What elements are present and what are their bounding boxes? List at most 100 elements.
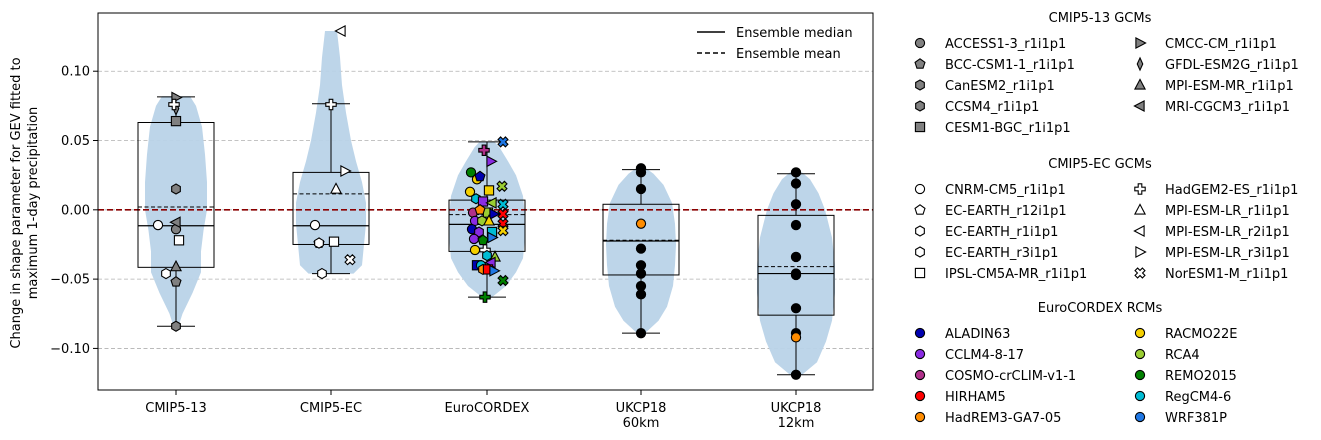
data-point	[496, 180, 508, 192]
legend-item-label: REMO2015	[1165, 369, 1237, 384]
plot-area	[98, 25, 873, 380]
legend-marker	[914, 204, 926, 215]
legend-item-label: BCC-CSM1-1_r1i1p1	[945, 58, 1075, 73]
x-tick-label: CMIP5-13	[145, 401, 206, 416]
legend-item-label: ALADIN63	[945, 327, 1010, 342]
legend-item-label: IPSL-CM5A-MR_r1i1p1	[945, 267, 1087, 282]
data-point	[635, 183, 647, 195]
data-point	[790, 219, 802, 231]
y-tick-label: −0.10	[50, 342, 90, 357]
data-point	[168, 98, 180, 111]
legend-item-label: CNRM-CM5_r1i1p1	[945, 183, 1066, 198]
legend-marker	[914, 369, 926, 381]
data-point	[317, 267, 327, 280]
data-point	[474, 226, 484, 238]
data-point	[790, 199, 802, 210]
data-point	[635, 268, 647, 279]
legend-item-label: EC-EARTH_r1i1p1	[945, 225, 1058, 240]
legend-item-label: GFDL-ESM2G_r1i1p1	[1165, 58, 1299, 73]
legend-marker	[1133, 99, 1145, 113]
legend-marker	[1133, 78, 1147, 90]
data-point	[486, 155, 498, 168]
data-point	[790, 167, 802, 178]
violin	[145, 96, 207, 327]
marker-legend: CMIP5-13 GCMs ACCESS1-3_r1i1p1 BCC-CSM1-1_…	[914, 11, 1299, 426]
x-tick-label: CMIP5-EC	[300, 401, 362, 416]
data-point	[497, 224, 509, 237]
legend-marker	[1136, 56, 1144, 72]
data-point	[169, 259, 183, 272]
legend-marker	[914, 183, 926, 195]
x-tick-label: 12km	[778, 416, 815, 431]
data-point	[334, 25, 346, 38]
legend-section-title: CMIP5-13 GCMs	[1049, 11, 1152, 26]
x-tick-label: 60km	[623, 416, 660, 431]
data-point	[479, 291, 491, 303]
legend-item-label: HadGEM2-ES_r1i1p1	[1165, 183, 1298, 198]
legend-item-label: HadREM3-GA7-05	[945, 411, 1061, 426]
axes: Change in shape parameter for GEV fitted…	[9, 12, 874, 431]
legend-marker	[914, 267, 926, 279]
legend-item-label: EC-EARTH_r3i1p1	[945, 246, 1058, 261]
legend-marker	[914, 348, 926, 360]
legend-item-label: CMCC-CM_r1i1p1	[1165, 37, 1277, 52]
legend-item-label: WRF381P	[1165, 411, 1227, 426]
legend-marker	[914, 121, 926, 133]
y-tick-label: 0.10	[61, 65, 90, 80]
data-point	[635, 218, 647, 229]
legend-item-label: MPI-ESM-LR_r2i1p1	[1165, 225, 1290, 240]
data-point	[340, 164, 352, 178]
y-tick-label: 0.00	[61, 203, 90, 218]
legend-median-label: Ensemble median	[736, 26, 853, 41]
legend-item-label: COSMO-crCLIM-v1-1	[945, 369, 1076, 384]
legend-marker	[914, 411, 926, 423]
x-tick-label: UKCP18	[771, 401, 822, 416]
data-point	[477, 196, 489, 207]
legend-item-label: RACMO22E	[1165, 327, 1237, 342]
data-point	[482, 214, 496, 226]
legend-item-label: MPI-ESM-LR_r3i1p1	[1165, 246, 1290, 261]
legend-item-label: ACCESS1-3_r1i1p1	[945, 37, 1066, 52]
data-point	[635, 243, 647, 254]
legend-marker	[914, 58, 926, 69]
data-point	[489, 207, 501, 220]
data-point	[474, 203, 486, 215]
y-tick-label: 0.05	[61, 134, 90, 149]
legend-item-label: MRI-CGCM3_r1i1p1	[1165, 100, 1290, 115]
data-point	[790, 369, 802, 380]
legend-marker	[915, 79, 925, 91]
data-point	[497, 274, 509, 287]
data-point	[790, 332, 802, 343]
legend-marker	[915, 225, 925, 237]
legend-marker	[914, 390, 926, 402]
legend-marker	[914, 37, 926, 49]
data-point	[478, 144, 490, 156]
legend-item-label: RCA4	[1165, 348, 1200, 363]
data-point	[790, 178, 802, 189]
legend-marker	[1134, 327, 1146, 339]
legend-marker	[1134, 267, 1146, 279]
data-point	[483, 185, 495, 196]
data-point	[468, 233, 480, 245]
data-point	[790, 303, 802, 314]
legend-marker	[1133, 203, 1147, 215]
box	[757, 214, 835, 316]
data-point	[325, 98, 337, 111]
plot-frame	[97, 12, 874, 391]
data-point	[169, 216, 181, 229]
data-point	[328, 236, 340, 247]
legend-section-title: CMIP5-EC GCMs	[1048, 157, 1152, 172]
data-point	[173, 235, 185, 246]
data-point	[161, 267, 171, 280]
line-legend: Ensemble median Ensemble mean	[697, 26, 853, 62]
legend-item-label: CCSM4_r1i1p1	[945, 100, 1039, 115]
data-point	[464, 186, 476, 197]
legend-item-label: CCLM4-8-17	[945, 348, 1024, 363]
data-point	[309, 219, 321, 231]
data-point	[790, 251, 802, 263]
legend-section-title: EuroCORDEX RCMs	[1038, 301, 1163, 316]
legend-item-label: EC-EARTH_r12i1p1	[945, 204, 1067, 219]
data-point	[485, 196, 497, 209]
y-tick-label: −0.05	[50, 273, 90, 288]
